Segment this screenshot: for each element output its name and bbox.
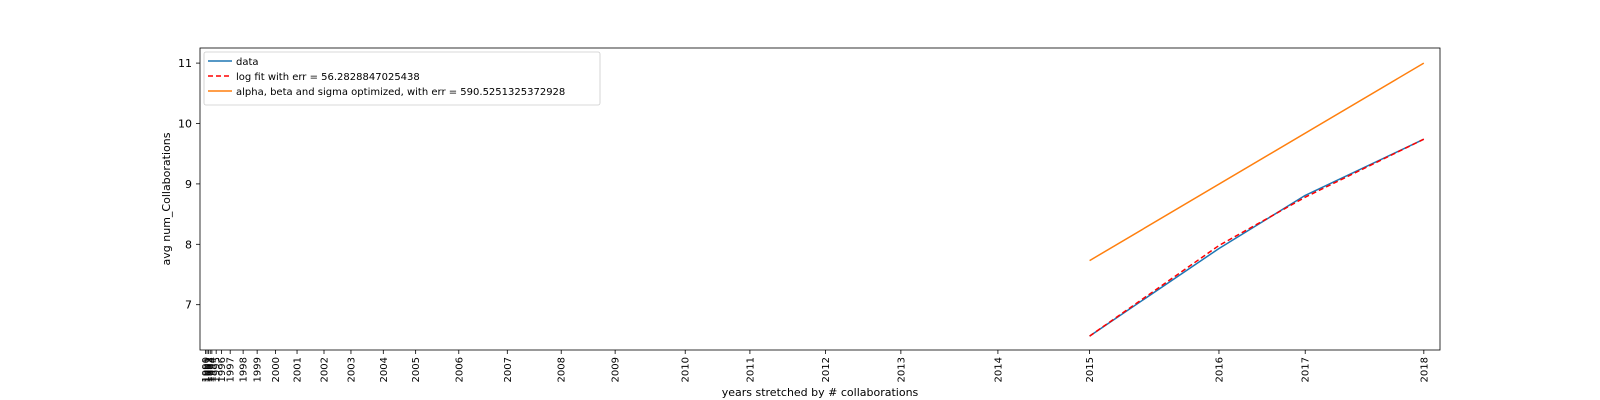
x-tick-label: 1993 xyxy=(206,357,217,382)
legend-label: alpha, beta and sigma optimized, with er… xyxy=(236,87,565,98)
x-tick-label: 2001 xyxy=(293,357,304,382)
x-tick-label: 2016 xyxy=(1214,357,1225,382)
x-tick-label: 2012 xyxy=(821,357,832,382)
x-tick-label: 1998 xyxy=(239,357,250,382)
x-tick-label: 2004 xyxy=(379,357,390,382)
y-axis: 7 8 9 10 11 xyxy=(178,57,200,312)
x-tick-label: 2003 xyxy=(346,357,357,382)
x-tick-label: 2000 xyxy=(271,357,282,382)
y-tick-label: 8 xyxy=(185,238,192,251)
plot-frame xyxy=(199,47,1441,351)
x-tick-label: 2002 xyxy=(320,357,331,382)
legend-label: log fit with err = 56.2828847025438 xyxy=(236,72,420,83)
y-tick-label: 9 xyxy=(185,178,192,191)
x-tick-label: 1994 xyxy=(207,357,218,382)
x-tick-label: 2018 xyxy=(1419,357,1430,382)
y-tick-label: 7 xyxy=(185,299,192,312)
y-tick-label: 10 xyxy=(178,118,192,131)
series-line-3 xyxy=(1089,62,1425,262)
x-tick-label: 1991 xyxy=(203,357,214,382)
series-line-1 xyxy=(1089,138,1425,337)
x-tick-label: 2007 xyxy=(503,357,514,382)
y-tick-label: 11 xyxy=(178,57,192,70)
x-tick-label: 2005 xyxy=(411,357,422,382)
x-axis-label: years stretched by # collaborations xyxy=(722,386,919,399)
x-tick-label: 2013 xyxy=(896,357,907,382)
series-layer xyxy=(1089,62,1425,337)
x-tick-label: 2014 xyxy=(993,357,1004,382)
x-tick-label: 2017 xyxy=(1301,357,1312,382)
x-tick-label: 1999 xyxy=(253,357,264,382)
x-tick-label: 2009 xyxy=(611,357,622,382)
x-tick-label: 2011 xyxy=(745,357,756,382)
legend-label: data xyxy=(236,57,259,68)
legend-box xyxy=(203,51,601,106)
series-line-2 xyxy=(1089,138,1425,337)
legend: data log fit with err = 56.2828847025438 a… xyxy=(203,51,601,106)
x-tick-label: 1990 xyxy=(201,357,212,382)
x-tick-label: 2015 xyxy=(1085,357,1096,382)
x-tick-label: 1995 xyxy=(212,357,223,382)
x-tick-label: 2010 xyxy=(681,357,692,382)
y-axis-label: avg num_Collaborations xyxy=(160,132,173,265)
x-tick-label: 1992 xyxy=(204,357,215,382)
x-tick-label: 2006 xyxy=(454,357,465,382)
x-tick-label: 1996 xyxy=(217,357,228,382)
x-tick-label: 1997 xyxy=(226,357,237,382)
x-tick-label: 2008 xyxy=(557,357,568,382)
